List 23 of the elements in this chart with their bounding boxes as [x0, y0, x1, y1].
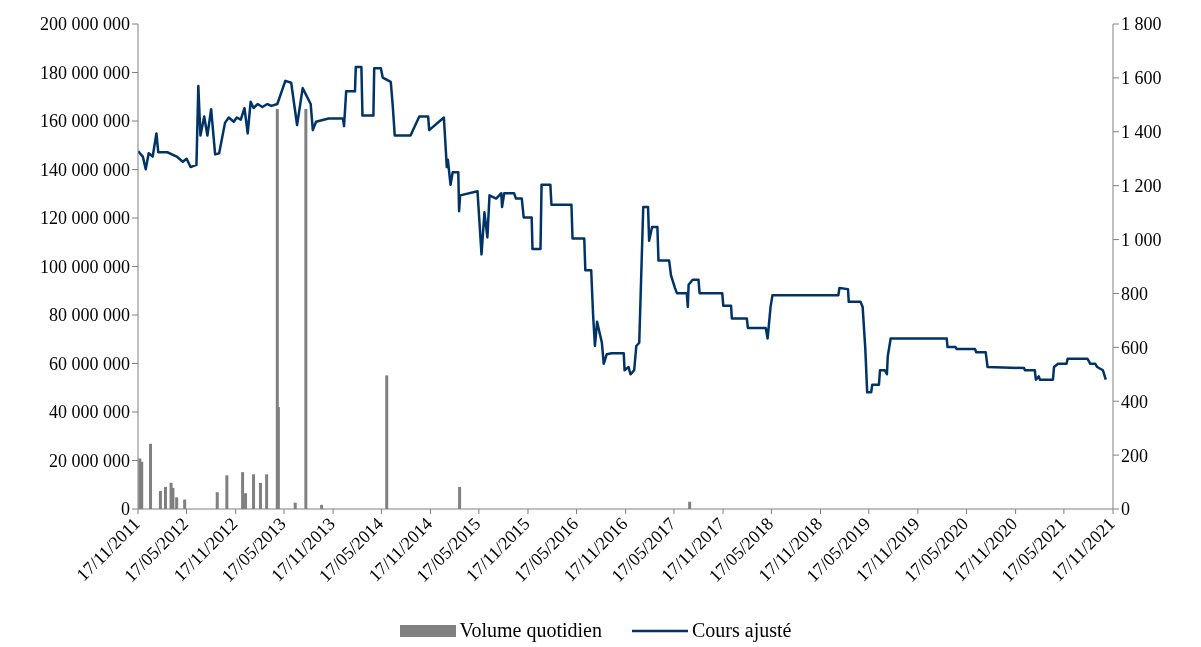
y-tick-label: 100 000 000 [40, 256, 130, 277]
legend-label: Volume quotidien [459, 619, 602, 642]
y2-tick-label: 1 600 [1121, 68, 1162, 89]
y2-tick-label: 600 [1121, 337, 1148, 358]
y-tick-label: 60 000 000 [49, 353, 130, 374]
y-tick-label: 120 000 000 [40, 208, 130, 229]
legend-label: Cours ajusté [691, 619, 792, 642]
y-tick-label: 180 000 000 [40, 62, 130, 83]
y-tick-label: 0 [121, 499, 130, 520]
y-tick-label: 40 000 000 [49, 402, 130, 423]
y2-tick-label: 0 [1121, 499, 1130, 520]
y-tick-label: 200 000 000 [40, 14, 130, 35]
y2-tick-label: 1 000 [1121, 229, 1162, 250]
y-tick-label: 160 000 000 [40, 111, 130, 132]
y2-tick-label: 200 [1121, 445, 1148, 466]
y2-tick-label: 800 [1121, 283, 1148, 304]
y-tick-label: 140 000 000 [40, 159, 130, 180]
y2-tick-label: 400 [1121, 391, 1148, 412]
y2-tick-label: 1 800 [1121, 14, 1162, 35]
y-tick-label: 80 000 000 [49, 305, 130, 326]
y-tick-label: 20 000 000 [49, 450, 130, 471]
y2-tick-label: 1 200 [1121, 176, 1162, 197]
y2-tick-label: 1 400 [1121, 122, 1162, 143]
